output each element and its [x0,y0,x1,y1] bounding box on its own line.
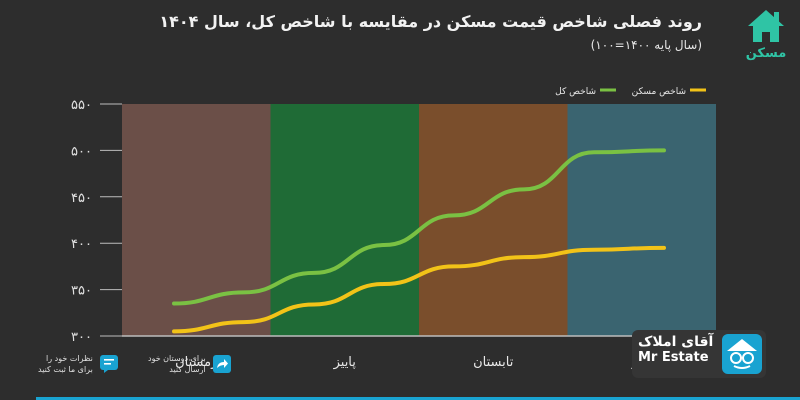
y-tick-label: ۴۰۰ [71,237,92,252]
comment-action[interactable]: نظرات خود را برای ما ثبت کنید [38,348,119,380]
share-icon [212,355,231,373]
series-line [172,148,666,306]
share-line-1: برای دوستان خود ارسال کنید [148,354,206,374]
series-lines [172,148,666,334]
season-band [122,104,271,336]
y-tick-label: ۴۵۰ [71,191,92,206]
brand-name-en: Mr Estate [638,350,709,365]
y-tick-label: ۳۵۰ [71,284,92,299]
x-tick-label: زمستان [175,355,217,370]
season-band [419,104,568,336]
comment-line-1: نظرات خود را برای ما ثبت کنید [38,354,93,374]
logo-top-label: مسکن [745,46,787,61]
legend-label: شاخص کل [555,87,596,97]
comment-label: نظرات خود را برای ما ثبت کنید [38,353,93,375]
y-tick-label: ۵۰۰ [71,144,92,159]
x-tick-label: پاییز [333,355,357,370]
legend-label: شاخص مسکن [632,87,686,97]
brand-text: آقای املاک Mr Estate [638,334,713,365]
house-icon [748,10,784,42]
chart-title: روند فصلی شاخص قیمت مسکن در مقایسه با شا… [159,12,702,31]
y-tick-label: ۵۵۰ [71,98,92,113]
y-tick-label: ۳۰۰ [71,330,92,345]
y-axis-ticks: ۳۰۰ ۳۵۰ ۴۰۰ ۴۵۰ ۵۰۰ ۵۵۰ [71,98,122,345]
x-axis-labels: زمستانپاییزتابستانبهار [175,355,652,370]
share-action[interactable]: برای دوستان خود ارسال کنید [148,348,232,380]
x-tick-label: تابستان [473,355,514,370]
comment-icon [99,355,118,373]
season-band [567,104,716,336]
season-bands [122,104,716,336]
legend: شاخص کل شاخص مسکن [555,87,706,97]
share-label: برای دوستان خود ارسال کنید [148,353,206,375]
brand-logo-icon [722,334,762,374]
series-line [172,245,666,334]
brand-name-fa: آقای املاک [638,334,714,350]
footer-accent-bar [36,397,800,400]
brand-badge: آقای املاک Mr Estate [632,330,766,378]
season-band [270,104,419,336]
chart-subtitle: (سال پایه ۱۴۰۰=۱۰۰) [590,38,702,52]
logo-top: مسکن [740,6,792,66]
